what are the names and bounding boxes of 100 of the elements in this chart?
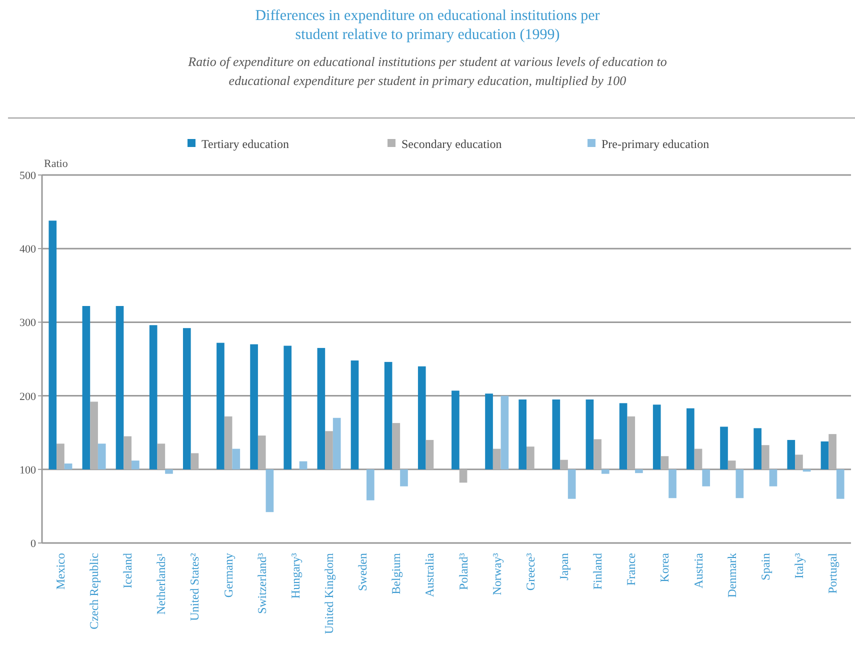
- bar: [332, 418, 341, 470]
- y-tick-label: 0: [30, 538, 36, 550]
- chart-subtitle: Ratio of expenditure on educational institutions per student at various levels of education to educational expenditure per student in primary education, multiplied by 100: [187, 54, 668, 88]
- x-tick-label: Austria: [691, 552, 706, 588]
- bar: [426, 440, 434, 470]
- bar: [98, 444, 106, 470]
- bar: [56, 444, 64, 470]
- bar: [769, 469, 778, 486]
- bar: [350, 360, 359, 470]
- y-tick-label: 500: [20, 170, 36, 182]
- bar: [157, 444, 166, 470]
- y-axis-title: Ratio: [44, 158, 68, 170]
- y-tick-label: 400: [20, 244, 36, 256]
- x-tick-label: Mexico: [53, 553, 68, 590]
- bar: [500, 396, 509, 470]
- legend-label: Tertiary education: [202, 137, 289, 151]
- bar: [586, 399, 594, 470]
- bar: [284, 346, 292, 470]
- bar: [668, 469, 676, 498]
- x-tick-label: Poland³: [456, 552, 470, 590]
- x-tick-label: Greece³: [523, 552, 538, 591]
- x-tick-label: Norway³: [490, 552, 504, 596]
- legend-label: Secondary education: [402, 137, 502, 151]
- bar: [266, 469, 274, 512]
- x-tick-label: Sweden: [356, 553, 370, 591]
- bar: [392, 423, 400, 470]
- bar: [124, 436, 132, 470]
- bar: [132, 460, 140, 470]
- bar: [619, 403, 628, 470]
- bar: [720, 426, 728, 470]
- x-tick-label: United Kingdom: [322, 552, 336, 634]
- bar: [459, 469, 468, 483]
- x-tick-label: Switzerland³: [254, 552, 269, 614]
- bar: [64, 464, 72, 470]
- x-tick-label: Japan: [556, 553, 571, 580]
- bar: [216, 342, 224, 470]
- bar: [836, 469, 844, 499]
- bar: [366, 469, 374, 500]
- x-tick-label: Italy³: [792, 552, 806, 579]
- bar: [560, 460, 568, 470]
- x-tick-label: Iceland: [120, 553, 135, 588]
- x-tick-label: Belgium: [389, 552, 404, 594]
- x-tick-label: France: [624, 553, 638, 586]
- x-tick-label: Germany: [221, 553, 236, 598]
- bar: [232, 448, 240, 470]
- bar: [400, 469, 408, 486]
- bar: [702, 469, 710, 486]
- bar: [627, 416, 636, 470]
- bar: [492, 448, 501, 470]
- bar: [660, 456, 669, 470]
- x-tick-label: Finland: [590, 553, 605, 590]
- bar: [526, 446, 534, 470]
- x-tick-label: Denmark: [724, 553, 739, 598]
- bar: [485, 394, 493, 470]
- bar: [182, 328, 191, 470]
- bar: [635, 469, 643, 474]
- bar: [90, 402, 98, 470]
- bar: [224, 416, 232, 470]
- bar: [728, 460, 736, 470]
- bar: [694, 448, 702, 470]
- bar: [48, 220, 57, 470]
- bar: [736, 469, 744, 498]
- bar: [82, 306, 90, 470]
- bar: [190, 453, 199, 470]
- bar: [787, 440, 796, 470]
- x-tick-label: United States²: [188, 552, 202, 621]
- bar: [601, 469, 610, 474]
- bar: [299, 461, 308, 470]
- x-tick-label: Hungary³: [288, 552, 302, 599]
- x-tick-label: Netherlands¹: [154, 552, 168, 615]
- bar: [250, 344, 258, 470]
- bar: [149, 325, 158, 470]
- bar: [820, 441, 829, 470]
- bar: [452, 390, 460, 470]
- y-tick-label: 100: [20, 464, 36, 476]
- bar: [165, 469, 173, 474]
- bar: [518, 399, 527, 470]
- x-tick-label: Australia: [422, 552, 437, 597]
- bar: [568, 469, 576, 499]
- bar: [761, 445, 770, 470]
- bar: [384, 362, 392, 470]
- x-tick-label: Spain: [758, 553, 772, 580]
- x-tick-label: Portugal: [826, 552, 840, 594]
- legend-label: Pre-primary education: [602, 137, 710, 151]
- bar: [686, 408, 694, 470]
- chart-title: Differences in expenditure on educational institutions per student relative to primary education (1999): [255, 8, 600, 43]
- bar: [552, 399, 560, 470]
- bar: [795, 454, 803, 470]
- bar: [652, 404, 661, 470]
- x-tick-label: Czech Republic: [87, 553, 102, 630]
- bar: [325, 431, 333, 470]
- y-tick-label: 200: [20, 390, 36, 403]
- bar: [116, 306, 124, 470]
- bar: [594, 439, 602, 470]
- bar: [828, 434, 836, 470]
- bar: [754, 428, 762, 470]
- x-tick-label: Korea: [658, 552, 672, 582]
- bar: [317, 348, 326, 470]
- y-tick-label: 300: [20, 317, 36, 330]
- bar: [418, 366, 426, 470]
